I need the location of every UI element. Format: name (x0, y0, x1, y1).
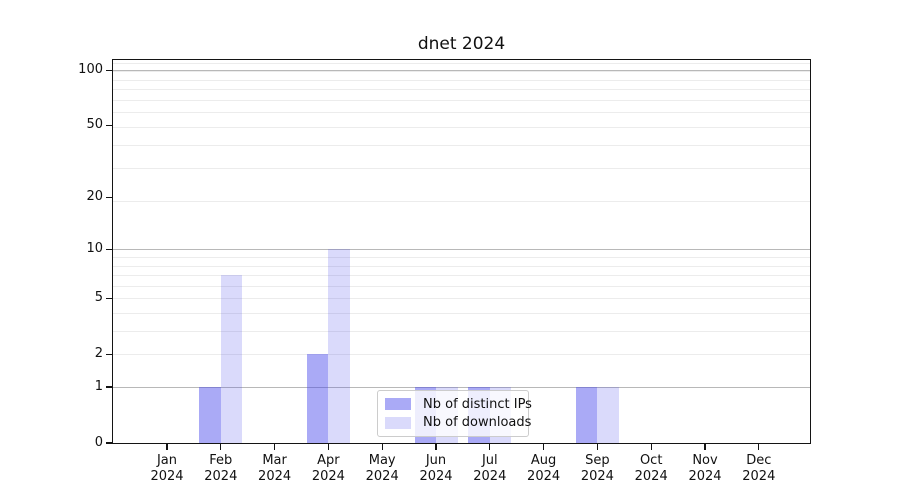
x-tick-jan (166, 444, 168, 450)
y-tick-label-1: 1 (94, 379, 103, 394)
legend-swatch-distinct-ips (385, 398, 411, 410)
gridline-minor-7 (113, 275, 810, 276)
gridline-major-10 (113, 249, 810, 251)
x-tick-label-mar: Mar 2024 (258, 453, 292, 484)
legend-label-downloads: Nb of downloads (423, 415, 532, 431)
gridline-minor-79 (113, 89, 810, 90)
gridline-major-100 (113, 70, 810, 72)
x-tick-label-jun: Jun 2024 (419, 453, 453, 484)
bar-downloads-feb (220, 275, 243, 443)
y-tick-label-5: 5 (94, 290, 103, 306)
x-tick-oct (650, 444, 652, 450)
y-tick-label-20: 20 (86, 189, 103, 205)
legend-swatch-downloads (385, 417, 411, 429)
gridline-minor-6 (113, 285, 810, 287)
x-tick-label-may: May 2024 (365, 453, 399, 484)
gridline-minor-8 (113, 265, 810, 267)
gridline-minor-5 (113, 298, 810, 300)
y-tick-2 (106, 353, 112, 355)
y-tick-10 (106, 248, 112, 250)
y-tick-label-100: 100 (78, 62, 103, 78)
y-tick-label-2: 2 (94, 346, 103, 362)
x-tick-label-sep: Sep 2024 (580, 453, 614, 484)
gridline-minor-39 (113, 145, 810, 146)
x-tick-sep (596, 444, 598, 450)
bar-distinct-ips-apr (306, 354, 329, 443)
gridline-major-1 (113, 387, 810, 388)
bar-downloads-sep (597, 387, 619, 443)
plot-area (113, 60, 810, 443)
legend: Nb of distinct IPs Nb of downloads (377, 390, 532, 437)
x-tick-label-feb: Feb 2024 (204, 453, 238, 484)
x-tick-label-oct: Oct 2024 (634, 453, 668, 484)
y-tick-label-0: 0 (94, 435, 103, 450)
gridline-minor-9 (113, 257, 810, 258)
plot-spine-right (810, 58, 812, 445)
x-tick-label-nov: Nov 2024 (688, 453, 722, 484)
plot-spine-top (111, 58, 812, 60)
x-tick-label-jul: Jul 2024 (473, 453, 507, 484)
y-tick-label-50: 50 (86, 117, 103, 133)
x-tick-nov (704, 444, 706, 450)
x-tick-label-dec: Dec 2024 (742, 453, 776, 484)
legend-item-distinct-ips: Nb of distinct IPs (385, 397, 532, 412)
legend-item-downloads: Nb of downloads (385, 415, 531, 430)
x-tick-jul (489, 444, 491, 450)
gridline-minor-19 (113, 201, 810, 202)
x-tick-label-apr: Apr 2024 (311, 453, 345, 484)
bar-distinct-ips-sep (575, 387, 598, 443)
gridline-minor-29 (113, 168, 810, 170)
x-tick-label-jan: Jan 2024 (150, 453, 184, 484)
y-tick-5 (106, 297, 112, 299)
plot-spine-bottom (111, 443, 812, 445)
y-tick-0 (106, 442, 112, 444)
x-tick-feb (220, 444, 222, 450)
y-tick-1 (106, 386, 112, 388)
gridline-minor-59 (113, 112, 810, 114)
legend-label-distinct-ips: Nb of distinct IPs (423, 396, 532, 412)
y-tick-100 (106, 69, 112, 71)
gridline-minor-3 (113, 331, 810, 332)
gridline-minor-69 (113, 99, 810, 101)
x-tick-apr (327, 444, 329, 450)
gridline-minor-109 (113, 63, 810, 65)
y-tick-50 (106, 124, 112, 126)
x-tick-dec (758, 444, 760, 450)
x-tick-label-aug: Aug 2024 (527, 453, 561, 484)
x-tick-may (381, 444, 383, 450)
bar-downloads-apr (328, 249, 350, 443)
plot-spine-left (111, 58, 113, 445)
gridline-minor-2 (113, 354, 810, 356)
gridline-minor-99 (113, 71, 810, 72)
gridline-minor-4 (113, 313, 810, 314)
x-tick-aug (543, 444, 545, 450)
gridline-minor-49 (113, 127, 810, 128)
y-tick-label-10: 10 (86, 241, 103, 257)
x-tick-jun (435, 444, 437, 450)
bar-distinct-ips-feb (199, 387, 221, 443)
y-tick-20 (106, 196, 112, 198)
chart-title: dnet 2024 (417, 34, 506, 54)
gridline-minor-89 (113, 79, 810, 81)
x-tick-mar (274, 444, 276, 450)
